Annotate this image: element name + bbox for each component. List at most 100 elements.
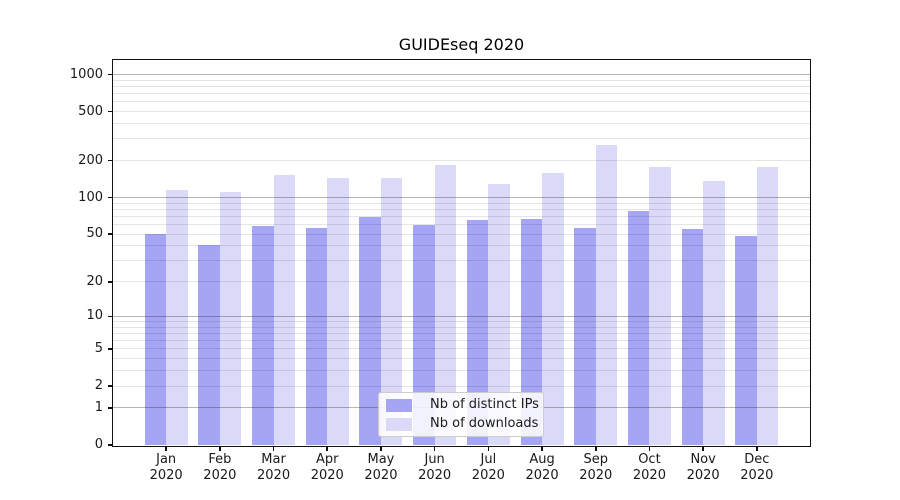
bar-downloads-oct (649, 166, 671, 445)
x-tick (487, 446, 490, 451)
gridline-minor (113, 208, 810, 210)
y-tick (108, 407, 113, 409)
x-tick (219, 446, 221, 451)
gridline-minor (113, 332, 810, 334)
gridline-minor (113, 348, 810, 350)
x-tick-month: Jan (156, 452, 177, 467)
bar-ips-sep (574, 228, 596, 445)
gridline-minor (113, 111, 810, 113)
gridline-minor (113, 215, 810, 217)
y-tick-label: 500 (78, 103, 103, 119)
gridline-minor (113, 123, 810, 125)
gridline-minor (113, 370, 810, 372)
gridline-minor (113, 281, 810, 283)
x-tick (433, 446, 436, 451)
x-tick (648, 446, 651, 451)
bar-downloads-apr (327, 178, 349, 445)
bar-ips-jul (466, 219, 489, 445)
y-tick-label: 5 (94, 340, 103, 356)
y-tick-label: 50 (86, 226, 103, 242)
x-tick-month: Jun (424, 452, 445, 467)
y-tick (108, 444, 113, 446)
x-tick-year: 2020 (257, 467, 291, 483)
gridline-minor (113, 385, 810, 387)
x-tick-month: Dec (744, 452, 770, 467)
x-tick-label-apr: Apr 2020 (295, 452, 359, 483)
x-tick-label-aug: Aug 2020 (510, 452, 574, 483)
x-tick (702, 446, 704, 451)
y-tick-label: 10 (86, 308, 103, 324)
x-tick-month: Mar (261, 452, 286, 467)
x-tick-label-jan: Jan 2020 (134, 452, 198, 483)
gridline-minor (113, 101, 810, 103)
x-tick (165, 446, 167, 451)
x-tick-label-dec: Dec 2020 (725, 452, 789, 483)
x-tick-month: May (367, 452, 395, 467)
legend-item-downloads: Nb of downloads (386, 417, 543, 431)
y-tick (108, 348, 113, 350)
y-tick-label: 0 (94, 437, 103, 452)
x-tick-year: 2020 (471, 467, 505, 483)
x-tick-year: 2020 (579, 467, 613, 483)
x-tick-month: Sep (583, 452, 608, 467)
x-tick-year: 2020 (310, 467, 344, 483)
x-tick (756, 446, 758, 451)
x-tick-year: 2020 (525, 467, 559, 483)
gridline-minor (113, 202, 810, 204)
bar-downloads-aug (542, 172, 564, 445)
bar-downloads-may (380, 177, 403, 445)
bar-downloads-nov (703, 180, 725, 445)
y-tick (108, 280, 113, 283)
legend: Nb of distinct IPs Nb of downloads (378, 392, 544, 437)
x-tick-year: 2020 (740, 467, 774, 483)
gridline-minor (113, 224, 810, 226)
legend-label-downloads: Nb of downloads (430, 416, 539, 431)
gridline-minor (113, 321, 810, 323)
legend-label-distinct-ips: Nb of distinct IPs (430, 397, 539, 412)
gridline-minor (113, 160, 810, 162)
y-tick-label: 100 (78, 189, 103, 205)
bar-downloads-jun (434, 164, 457, 445)
gridline-major (113, 73, 810, 75)
y-tick-label: 200 (78, 152, 103, 168)
bar-ips-may (359, 217, 381, 445)
x-tick-label-nov: Nov 2020 (671, 452, 735, 483)
legend-swatch-downloads (386, 417, 412, 431)
bar-ips-nov (681, 229, 704, 445)
gridline-minor (113, 245, 810, 247)
y-tick-label: 20 (86, 273, 103, 289)
bar-downloads-sep (595, 144, 618, 445)
bar-downloads-dec (756, 167, 779, 445)
gridline-minor (113, 326, 810, 328)
x-tick (272, 446, 275, 451)
x-tick (594, 446, 597, 451)
x-tick-label-feb: Feb 2020 (188, 452, 252, 483)
gridline-minor (113, 233, 810, 235)
bar-downloads-mar (273, 174, 296, 445)
x-tick-label-jul: Jul 2020 (456, 452, 520, 483)
x-tick-year: 2020 (686, 467, 720, 483)
bar-ips-dec (735, 236, 757, 445)
x-tick-month: Feb (208, 452, 232, 467)
y-tick (108, 159, 113, 162)
x-tick (380, 446, 382, 451)
y-tick (108, 385, 113, 387)
bar-ips-mar (252, 226, 274, 445)
bar-ips-feb (198, 244, 220, 445)
gridline-major (113, 315, 810, 317)
gridline-major (113, 196, 810, 198)
x-tick-month: Jul (480, 452, 497, 467)
bar-ips-aug (520, 218, 543, 445)
x-tick-year: 2020 (149, 467, 183, 483)
gridline-minor (113, 93, 810, 95)
y-tick-label: 1000 (69, 66, 103, 82)
y-tick (108, 315, 113, 318)
x-tick-month: Aug (529, 452, 555, 467)
bar-ips-jun (413, 225, 435, 445)
x-tick (541, 446, 543, 451)
x-tick-year: 2020 (364, 467, 398, 483)
x-tick (326, 446, 329, 451)
x-tick-label-mar: Mar 2020 (242, 452, 306, 483)
bar-downloads-feb (219, 191, 242, 445)
